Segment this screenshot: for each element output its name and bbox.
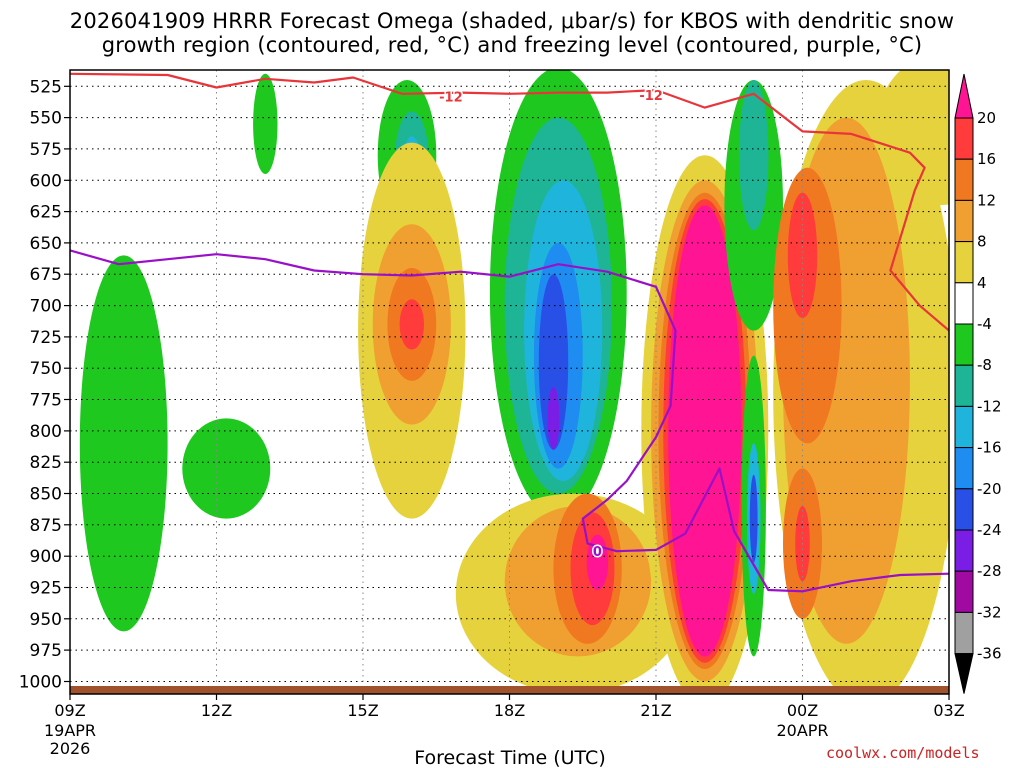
x-tick-year-09Z: 2026 — [50, 739, 91, 758]
colorbar-swatch-10 — [954, 529, 974, 572]
x-tick-date-00Z: 20APR — [776, 721, 828, 740]
y-tick-label-800: 800 — [30, 422, 62, 442]
colorbar-swatch-6 — [954, 364, 974, 407]
colorbar-label-13: -36 — [977, 645, 1002, 663]
y-tick-label-850: 850 — [30, 485, 62, 505]
colorbar-top-arrow — [954, 73, 974, 119]
colorbar-swatch-9 — [954, 488, 974, 531]
omega-region-green-lobe-12z-1 — [182, 418, 271, 519]
colorbar-label-8: -16 — [977, 439, 1002, 457]
omega-region-neg-column-19z-14 — [538, 274, 569, 450]
chart-title-line-1: 2026041909 HRRR Forecast Omega (shaded, … — [69, 9, 955, 33]
chart-title-line-2: growth region (contoured, red, °C) and f… — [101, 33, 923, 57]
x-tick-label-18Z: 18Z — [494, 701, 525, 720]
colorbar-label-9: -20 — [977, 480, 1002, 498]
omega-region-green-lobe-09z-12z-0 — [79, 255, 168, 632]
colorbar-label-1: 16 — [977, 150, 996, 168]
colorbar-label-4: 4 — [977, 274, 987, 292]
y-tick-label-775: 775 — [30, 391, 62, 411]
colorbar-swatch-12 — [954, 611, 974, 655]
x-tick-label-12Z: 12Z — [201, 701, 232, 720]
colorbar-label-6: -8 — [977, 356, 992, 374]
omega-region-pos-upper-right-37 — [875, 70, 949, 206]
y-tick-label-950: 950 — [30, 610, 62, 630]
omega-region-neg-column-23z-lower-30 — [749, 474, 758, 563]
colorbar-label-12: -32 — [977, 603, 1002, 621]
y-tick-label-925: 925 — [30, 579, 62, 599]
x-tick-label-09Z: 09Z — [54, 701, 85, 720]
contour-label-freezing-level-0-0: 0 — [593, 545, 602, 560]
y-tick-label-825: 825 — [30, 453, 62, 473]
colorbar-label-3: 8 — [977, 233, 987, 251]
omega-region-neg-column-23z-27 — [739, 80, 769, 231]
x-axis-label: Forecast Time (UTC) — [414, 747, 605, 768]
contour-label-dendritic-minus-12-0: -12 — [439, 90, 463, 105]
y-tick-label-600: 600 — [30, 171, 62, 191]
y-tick-label-725: 725 — [30, 328, 62, 348]
x-tick-label-00Z: 00Z — [787, 701, 818, 720]
contour-label-dendritic-minus-12-1: -12 — [639, 89, 663, 104]
omega-region-pos-blob-16z-9 — [399, 299, 424, 350]
y-tick-label-550: 550 — [30, 109, 62, 129]
colorbar-swatch-11 — [954, 570, 974, 613]
y-tick-label-900: 900 — [30, 547, 62, 567]
omega-region-green-streak-13z-2 — [253, 73, 278, 174]
contour-freezing-level-0 — [70, 249, 949, 593]
colorbar-label-10: -24 — [977, 521, 1002, 539]
omega-region-pos-right-00z-34 — [787, 192, 818, 319]
colorbar-swatch-8 — [954, 447, 974, 490]
colorbar-swatch-2 — [954, 199, 974, 243]
colorbar: 20 16 12 8 4 -4 -8 -12 -16 -20 -24 -28 -32 -36 — [954, 73, 1002, 694]
colorbar-label-5: -4 — [977, 315, 992, 333]
colorbar-swatch-7 — [954, 405, 974, 449]
y-tick-label-675: 675 — [30, 265, 62, 285]
site-credit: coolwx.com/models — [826, 744, 980, 762]
terrain-ground-strip — [70, 686, 949, 694]
y-tick-label-575: 575 — [30, 140, 62, 160]
contour-dendritic-minus-12 — [70, 72, 949, 332]
omega-region-pos-column-22z-25 — [668, 205, 742, 657]
y-tick-label-625: 625 — [30, 203, 62, 223]
y-tick-label-875: 875 — [30, 516, 62, 536]
colorbar-label-11: -28 — [977, 562, 1002, 580]
colorbar-label-7: -12 — [977, 397, 1002, 415]
colorbar-swatch-4 — [954, 282, 974, 325]
y-tick-label-650: 650 — [30, 234, 62, 254]
x-tick-label-03Z: 03Z — [933, 701, 964, 720]
y-tick-label-1000: 1000 — [19, 673, 62, 693]
colorbar-swatch-3 — [954, 241, 974, 284]
x-tick-label-15Z: 15Z — [347, 701, 378, 720]
omega-region-neg-column-19z-15 — [547, 387, 560, 450]
x-tick-label-21Z: 21Z — [640, 701, 671, 720]
colorbar-bottom-arrow — [954, 653, 974, 694]
colorbar-swatch-1 — [954, 158, 974, 201]
y-tick-label-750: 750 — [30, 359, 62, 379]
x-tick-date-09Z: 19APR — [44, 721, 96, 740]
colorbar-label-2: 12 — [977, 191, 996, 209]
colorbar-label-0: 20 — [977, 109, 996, 127]
colorbar-swatch-5 — [954, 323, 974, 366]
y-tick-label-975: 975 — [30, 641, 62, 661]
y-tick-label-525: 525 — [30, 77, 62, 97]
colorbar-swatch-0 — [954, 117, 974, 160]
y-tick-label-700: 700 — [30, 297, 62, 317]
